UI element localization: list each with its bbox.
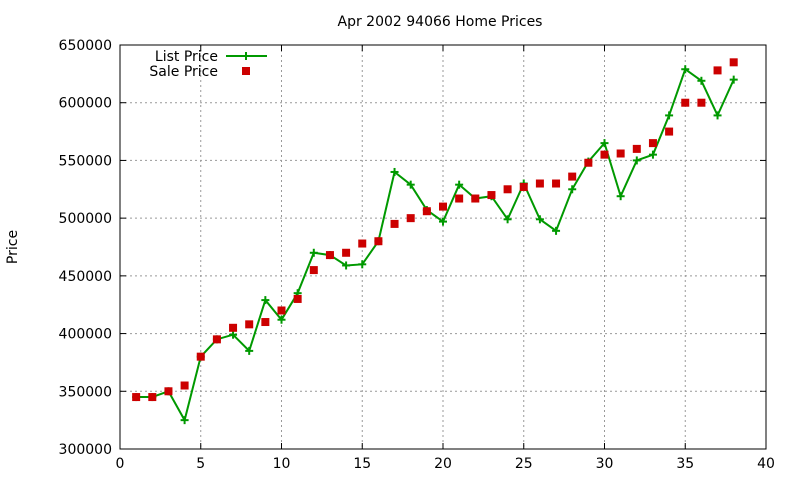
list-price-marker	[245, 346, 254, 355]
y-tick-label: 400000	[59, 327, 112, 343]
legend-marker-sale-price	[242, 67, 250, 75]
list-price-marker	[665, 111, 674, 120]
sale-price-point	[358, 239, 367, 248]
sale-price-point	[293, 294, 302, 303]
y-tick-label: 350000	[59, 384, 112, 400]
list-price-marker	[342, 261, 351, 270]
sale-price-point	[600, 150, 609, 159]
sale-price-point	[374, 237, 383, 246]
x-tick-label: 15	[353, 456, 371, 472]
list-price-marker	[729, 75, 738, 84]
list-price-marker	[681, 65, 690, 74]
sale-price-point	[164, 387, 173, 396]
sale-price-point	[455, 194, 464, 203]
list-price-marker	[552, 226, 561, 235]
list-price-marker	[180, 416, 189, 425]
sale-price-point	[277, 306, 286, 315]
y-tick-label: 550000	[59, 153, 112, 169]
y-axis-label: Price	[5, 230, 21, 264]
list-price-marker	[713, 111, 722, 120]
y-tick-label: 600000	[59, 96, 112, 112]
sale-price-point	[729, 58, 738, 67]
x-tick-label: 20	[434, 456, 452, 472]
list-price-marker	[568, 185, 577, 194]
sale-price-point	[422, 207, 431, 216]
sale-price-point	[697, 98, 706, 107]
sale-price-point	[568, 172, 577, 181]
sale-price-point	[648, 139, 657, 148]
chart-title: Apr 2002 94066 Home Prices	[338, 14, 543, 30]
sale-price-point	[535, 179, 544, 188]
list-price-marker	[309, 248, 318, 257]
y-tick-label: 300000	[59, 442, 112, 458]
sale-price-point	[471, 194, 480, 203]
list-price-marker	[455, 180, 464, 189]
sale-price-point	[245, 320, 254, 329]
list-price-marker	[648, 150, 657, 159]
list-price-marker	[439, 217, 447, 226]
sale-price-point	[503, 185, 512, 194]
sale-price-point	[180, 381, 189, 390]
sale-price-point	[148, 393, 157, 402]
legend-label-list-price: List Price	[155, 49, 218, 65]
sale-price-point	[713, 66, 722, 75]
sale-price-point	[519, 182, 528, 191]
x-tick-label: 30	[596, 456, 614, 472]
grid-lines	[120, 45, 766, 449]
list-price-marker	[406, 180, 415, 189]
sale-price-point	[616, 149, 625, 158]
x-axis-ticks: 0 5 10 15 20 25 30 35 40	[116, 45, 775, 472]
sale-price-point	[132, 393, 141, 402]
x-tick-label: 40	[757, 456, 775, 472]
sale-price-point	[406, 214, 415, 223]
list-price-marker	[600, 139, 609, 148]
list-price-marker	[229, 330, 238, 339]
x-tick-label: 25	[515, 456, 533, 472]
x-tick-label: 0	[116, 456, 125, 472]
list-price-marker	[632, 156, 641, 165]
list-price-marker	[697, 76, 706, 85]
list-price-marker	[503, 215, 512, 224]
sale-price-point	[487, 191, 496, 200]
series-layer	[132, 58, 738, 425]
y-tick-label: 650000	[59, 38, 112, 54]
list-price-marker	[358, 260, 367, 269]
list-price-marker	[390, 167, 399, 176]
sale-price-point	[342, 248, 351, 257]
sale-price-point	[681, 98, 690, 107]
x-tick-label: 10	[273, 456, 291, 472]
sale-price-point	[632, 144, 641, 153]
sale-price-point	[439, 202, 447, 211]
x-tick-label: 5	[196, 456, 205, 472]
legend-label-sale-price: Sale Price	[149, 64, 218, 80]
x-tick-label: 35	[676, 456, 694, 472]
sale-price-point	[309, 266, 318, 275]
sale-price-point	[665, 127, 674, 136]
sale-price-point	[212, 335, 221, 344]
sale-price-point	[261, 318, 270, 327]
list-price-marker	[616, 192, 625, 201]
list-price-line	[136, 67, 735, 423]
y-axis-ticks: 300000 350000 400000 450000 500000 550000 6000…	[59, 38, 766, 458]
sale-price-point	[390, 219, 399, 228]
list-price-marker	[261, 296, 270, 305]
y-tick-label: 500000	[59, 211, 112, 227]
sale-price-point	[229, 323, 238, 332]
y-tick-label: 450000	[59, 269, 112, 285]
list-price-marker	[535, 215, 544, 224]
sale-price-point	[584, 158, 593, 167]
list-price-marker	[277, 315, 286, 324]
sale-price-point	[552, 179, 561, 188]
sale-price-point	[325, 251, 334, 260]
sale-price-point	[196, 352, 205, 361]
